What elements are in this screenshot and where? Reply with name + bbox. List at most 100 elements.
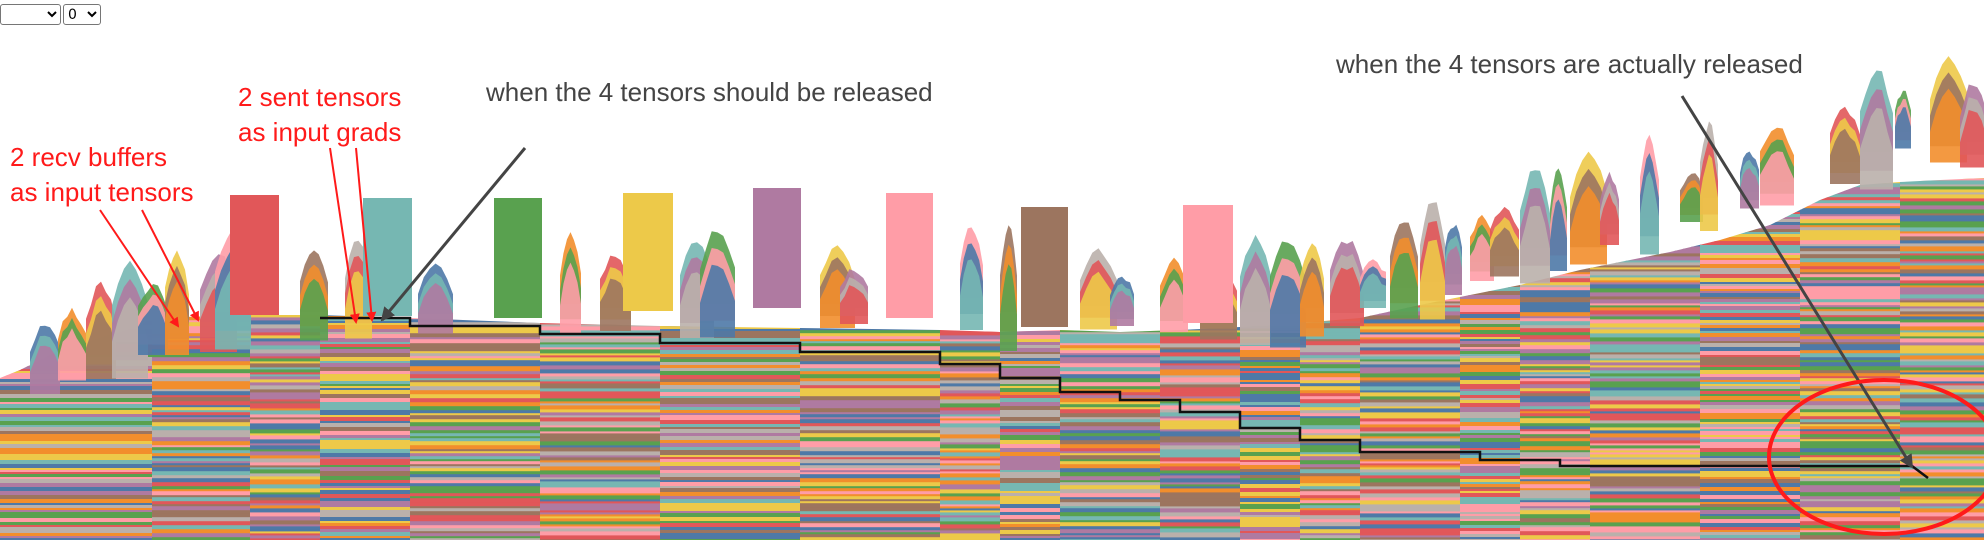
stack-band — [1900, 466, 1984, 470]
stack-band — [320, 182, 411, 186]
stack-band — [660, 392, 801, 397]
device-select[interactable]: 0 — [63, 4, 101, 25]
stack-band — [1160, 519, 1241, 523]
stack-band — [1060, 348, 1161, 351]
stack-band — [0, 414, 153, 418]
stack-band — [1240, 415, 1301, 418]
stack-band — [1240, 194, 1301, 198]
stack-band — [1900, 410, 1984, 415]
stack-band — [1520, 370, 1591, 373]
stack-band — [152, 517, 251, 522]
stack-band — [1300, 211, 1361, 215]
stack-band — [1060, 181, 1161, 185]
stack-band — [1460, 356, 1521, 359]
stack-band — [1700, 479, 1801, 484]
stack-band — [1590, 396, 1701, 401]
stack-band — [1000, 515, 1061, 520]
stack-band — [1800, 307, 1901, 310]
stack-band — [1300, 341, 1361, 346]
stack-band — [540, 433, 661, 438]
stack-band — [152, 491, 251, 496]
stack-band — [1300, 231, 1361, 234]
stack-band — [152, 486, 251, 490]
stack-band — [800, 511, 941, 515]
stack-band — [1900, 253, 1984, 256]
stack-band — [940, 448, 1001, 451]
stack-band — [0, 477, 153, 480]
stack-band — [320, 357, 411, 362]
stack-band — [0, 448, 153, 452]
stack-band — [1300, 364, 1361, 369]
stack-band — [1800, 434, 1901, 438]
stack-band — [1060, 516, 1161, 521]
stack-band — [1700, 347, 1801, 352]
stack-band — [320, 410, 411, 414]
stack-band — [1060, 382, 1161, 387]
stack-band — [1360, 438, 1461, 442]
stack-band — [1700, 519, 1801, 524]
stack-band — [1590, 457, 1701, 460]
stack-band — [1700, 343, 1801, 348]
stack-band — [250, 353, 321, 357]
stack-band — [410, 337, 541, 340]
stack-band — [1900, 436, 1984, 441]
stack-band — [1300, 467, 1361, 470]
stack-band — [1360, 456, 1461, 460]
stack-band — [1240, 405, 1301, 408]
spike-segment — [418, 283, 453, 334]
stack-band — [320, 388, 411, 391]
stack-band — [1160, 424, 1241, 427]
stack-band — [1160, 412, 1241, 417]
stack-band — [1460, 174, 1521, 178]
stack-band — [800, 343, 941, 347]
stack-band — [1060, 537, 1161, 540]
stack-band — [410, 378, 541, 381]
stack-band — [1160, 375, 1241, 378]
stack-band — [1590, 260, 1701, 263]
stack-band — [1060, 228, 1161, 232]
stack-band — [1520, 372, 1591, 375]
stack-band — [540, 417, 661, 422]
stack-band — [1800, 311, 1901, 316]
stack-band — [1240, 536, 1301, 540]
stack-band — [1800, 302, 1901, 306]
stack-band — [660, 345, 801, 348]
stack-band — [660, 535, 801, 540]
stack-band — [1060, 520, 1161, 523]
stack-band — [320, 463, 411, 466]
stack-band — [660, 382, 801, 386]
stack-band — [1700, 291, 1801, 294]
stack-band — [320, 453, 411, 458]
stack-band — [660, 499, 801, 504]
stack-band — [0, 487, 153, 492]
stack-band — [540, 342, 661, 345]
stack-band — [1700, 367, 1801, 371]
stack-band — [1300, 204, 1361, 207]
stack-band — [1060, 360, 1161, 364]
stack-band — [1240, 448, 1301, 453]
stack-band — [1590, 400, 1701, 405]
stack-band — [1900, 219, 1984, 222]
stack-band — [1460, 190, 1521, 194]
stack-band — [1800, 219, 1901, 224]
stack-band — [540, 431, 661, 434]
stack-band — [1520, 278, 1591, 283]
spike-segment — [1240, 267, 1271, 345]
stack-band — [1900, 186, 1984, 190]
stack-band — [940, 512, 1001, 516]
stack-band — [1240, 368, 1301, 372]
stack-band — [1460, 516, 1521, 520]
stack-band — [1160, 191, 1241, 196]
stack-band — [940, 184, 1001, 189]
snapshot-select[interactable] — [0, 4, 61, 25]
stack-band — [250, 335, 321, 339]
stack-band — [540, 514, 661, 517]
stack-band — [410, 498, 541, 503]
stack-band — [250, 526, 321, 530]
stack-band — [800, 374, 941, 379]
stack-band — [250, 451, 321, 456]
stack-band — [1060, 332, 1161, 335]
stack-band — [0, 527, 153, 532]
stack-band — [320, 488, 411, 491]
stack-band — [540, 172, 661, 176]
